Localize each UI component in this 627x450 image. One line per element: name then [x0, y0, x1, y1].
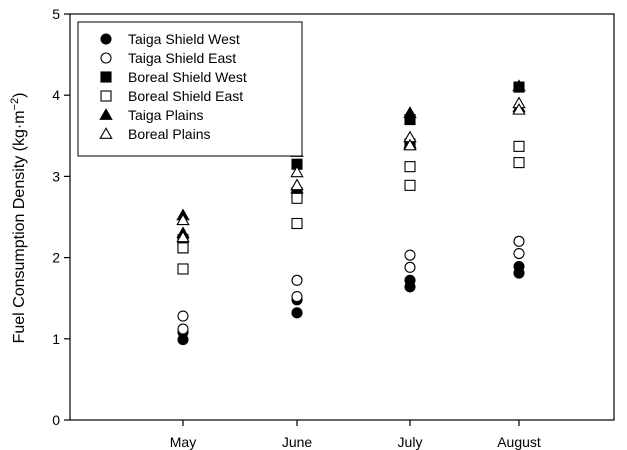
point-boreal-plains — [290, 178, 304, 191]
point-boreal-shield-east — [404, 179, 416, 191]
y-tick-label: 4 — [52, 87, 60, 103]
legend-marker-boreal-shield-east — [100, 90, 112, 102]
point-boreal-plains — [512, 102, 526, 115]
point-taiga-shield-west — [291, 307, 303, 319]
legend-marker-taiga-plains — [99, 108, 113, 120]
point-boreal-plains — [176, 213, 190, 226]
legend-label-boreal-plains: Boreal Plains — [128, 126, 211, 142]
point-boreal-shield-east — [177, 263, 189, 275]
x-axis: May June July August — [170, 420, 541, 450]
point-boreal-shield-east — [513, 140, 525, 152]
legend-label-boreal-shield-east: Boreal Shield East — [128, 88, 243, 104]
point-taiga-shield-west — [404, 274, 416, 286]
point-boreal-plains — [290, 165, 304, 178]
y-tick-label: 5 — [52, 6, 60, 22]
y-tick-label: 2 — [52, 250, 60, 266]
data-markers — [176, 79, 526, 346]
point-taiga-shield-east — [291, 291, 303, 303]
legend-label-taiga-plains: Taiga Plains — [128, 107, 204, 123]
x-tick-label: May — [170, 434, 196, 450]
legend-marker-boreal-shield-west — [100, 71, 112, 83]
legend: Taiga Shield West Taiga Shield East Boreal… — [77, 21, 303, 157]
y-tick-label: 0 — [52, 412, 60, 428]
point-boreal-shield-east — [291, 217, 303, 230]
plot-frame — [69, 13, 615, 421]
x-tick-label: August — [497, 434, 541, 450]
point-boreal-shield-east — [291, 192, 303, 204]
point-taiga-shield-east — [513, 247, 525, 260]
plot-area — [69, 13, 615, 421]
point-taiga-shield-east — [404, 249, 416, 261]
y-axis: 0 1 2 3 4 5 — [52, 6, 70, 428]
point-boreal-shield-east — [513, 157, 525, 169]
point-boreal-shield-east — [177, 242, 189, 254]
legend-label-taiga-shield-west: Taiga Shield West — [128, 31, 240, 47]
point-boreal-shield-east — [404, 161, 416, 173]
point-boreal-plains — [403, 138, 417, 151]
x-tick-label: July — [398, 434, 423, 450]
point-taiga-shield-east — [513, 235, 525, 247]
point-taiga-shield-west — [513, 260, 525, 273]
point-taiga-shield-east — [404, 261, 416, 273]
legend-marker-taiga-shield-east — [100, 52, 112, 64]
point-taiga-shield-east — [177, 323, 189, 335]
legend-marker-boreal-plains — [99, 127, 113, 139]
x-tick-label: June — [282, 434, 313, 450]
point-taiga-plains — [512, 79, 526, 92]
legend-marker-taiga-shield-west — [100, 33, 112, 45]
point-taiga-shield-east — [291, 274, 303, 286]
point-taiga-plains — [403, 106, 417, 118]
y-tick-label: 3 — [52, 168, 60, 184]
point-taiga-shield-east — [177, 310, 189, 322]
legend-label-taiga-shield-east: Taiga Shield East — [128, 50, 236, 66]
point-boreal-plains — [176, 230, 190, 243]
legend-label-boreal-shield-west: Boreal Shield West — [128, 69, 247, 85]
y-axis-label: Fuel Consumption Density (kg·m−2) — [9, 93, 28, 344]
y-tick-label: 1 — [52, 331, 60, 347]
legend-box — [77, 21, 303, 157]
